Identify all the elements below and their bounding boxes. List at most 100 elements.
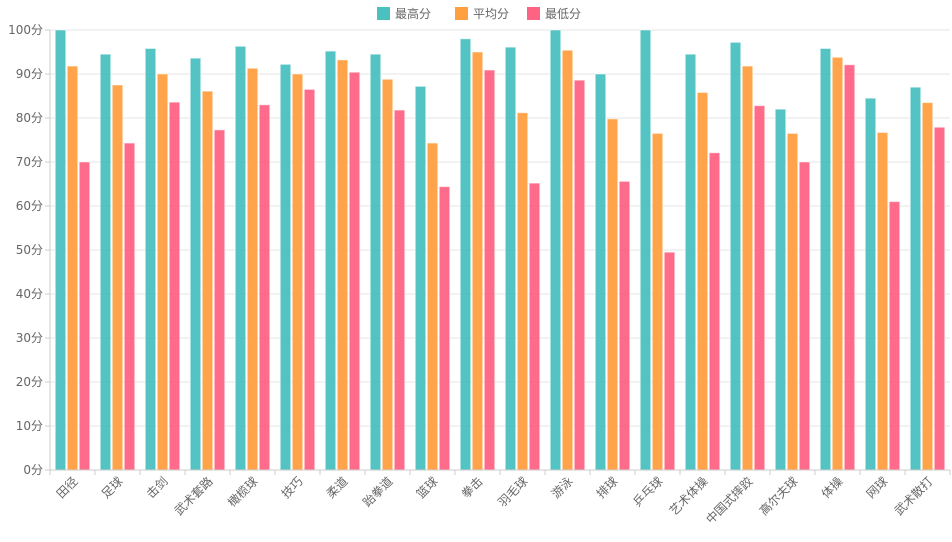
bar-2-10[interactable]: [528, 182, 541, 471]
x-tick-label-17: 体操: [818, 474, 846, 502]
bar-1-3[interactable]: [201, 90, 214, 471]
x-tick-label-0: 田径: [54, 474, 81, 501]
bar-0-15[interactable]: [729, 41, 742, 471]
grid: [50, 29, 950, 471]
legend-label-0[interactable]: 最高分: [395, 6, 431, 21]
bar-0-2[interactable]: [144, 47, 157, 471]
bar-2-17[interactable]: [843, 64, 856, 471]
y-tick-label-4: 40分: [16, 287, 43, 301]
y-tick-label-9: 90分: [16, 67, 43, 81]
bar-2-1[interactable]: [123, 142, 136, 471]
y-tick-label-0: 0分: [23, 463, 43, 477]
bar-2-13[interactable]: [663, 251, 676, 471]
bar-1-11[interactable]: [561, 49, 574, 471]
bar-2-3[interactable]: [213, 129, 226, 471]
bar-2-2[interactable]: [168, 101, 181, 471]
bars: [54, 29, 946, 471]
bar-2-8[interactable]: [438, 186, 451, 471]
bar-1-17[interactable]: [831, 56, 844, 471]
bar-0-13[interactable]: [639, 29, 652, 471]
x-tick-label-5: 技巧: [279, 474, 306, 501]
bar-2-6[interactable]: [348, 71, 361, 471]
bar-0-12[interactable]: [594, 73, 607, 471]
y-tick-label-10: 100分: [8, 23, 43, 37]
bar-2-9[interactable]: [483, 69, 496, 471]
y-axis: 0分 10分 20分 30分 40分 50分 60分 70分 80分 90分 100分: [8, 23, 51, 477]
x-tick-label-15: 中国式摔跤: [703, 474, 756, 527]
bar-0-16[interactable]: [774, 108, 787, 471]
bar-0-14[interactable]: [684, 53, 697, 471]
bar-1-1[interactable]: [111, 84, 124, 471]
x-tick-label-16: 高尔夫球: [756, 474, 801, 519]
bar-0-4[interactable]: [234, 45, 247, 471]
bar-1-0[interactable]: [66, 65, 79, 471]
legend-swatch-0[interactable]: [377, 7, 390, 20]
bar-0-10[interactable]: [504, 46, 517, 471]
bar-1-6[interactable]: [336, 59, 349, 471]
bar-0-3[interactable]: [189, 57, 202, 471]
bar-0-5[interactable]: [279, 63, 292, 471]
y-tick-label-7: 70分: [16, 155, 43, 169]
y-tick-label-2: 20分: [16, 375, 43, 389]
legend-swatch-2[interactable]: [527, 7, 540, 20]
x-tick-label-1: 足球: [99, 474, 126, 501]
y-tick-label-5: 50分: [16, 243, 43, 257]
bar-1-4[interactable]: [246, 67, 259, 471]
x-tick-label-4: 橄榄球: [225, 474, 261, 510]
y-tick-label-3: 30分: [16, 331, 43, 345]
bar-0-11[interactable]: [549, 29, 562, 471]
bar-0-18[interactable]: [864, 97, 877, 471]
bar-2-19[interactable]: [933, 126, 946, 471]
x-tick-label-3: 武术套路: [171, 474, 216, 519]
x-tick-label-19: 武术散打: [891, 474, 936, 519]
bar-2-12[interactable]: [618, 180, 631, 471]
legend: 最高分 平均分 最低分: [377, 6, 581, 21]
bar-2-14[interactable]: [708, 152, 721, 471]
bar-0-19[interactable]: [909, 86, 922, 471]
x-tick-label-14: 艺术体操: [666, 474, 711, 519]
bar-2-0[interactable]: [78, 161, 91, 471]
bar-1-14[interactable]: [696, 91, 709, 471]
bar-2-15[interactable]: [753, 105, 766, 471]
bar-1-19[interactable]: [921, 102, 934, 471]
bar-0-9[interactable]: [459, 38, 472, 471]
x-tick-label-10: 羽毛球: [495, 474, 530, 509]
bar-1-9[interactable]: [471, 51, 484, 471]
bar-2-4[interactable]: [258, 104, 271, 471]
bar-0-7[interactable]: [369, 53, 382, 471]
bar-2-18[interactable]: [888, 201, 901, 471]
x-tick-label-6: 柔道: [324, 474, 351, 501]
bar-1-15[interactable]: [741, 65, 754, 471]
bar-1-7[interactable]: [381, 78, 394, 471]
bar-1-18[interactable]: [876, 132, 889, 471]
bar-2-16[interactable]: [798, 161, 811, 471]
x-tick-label-8: 篮球: [413, 474, 441, 502]
bar-1-2[interactable]: [156, 73, 169, 471]
bar-1-13[interactable]: [651, 132, 664, 471]
bar-0-8[interactable]: [414, 85, 427, 471]
bar-1-8[interactable]: [426, 142, 439, 471]
legend-label-1[interactable]: 平均分: [473, 7, 509, 21]
x-tick-label-2: 击剑: [143, 474, 171, 502]
legend-swatch-1[interactable]: [455, 7, 468, 20]
x-tick-label-12: 排球: [594, 474, 621, 501]
bar-2-11[interactable]: [573, 79, 586, 471]
y-tick-label-8: 80分: [16, 111, 43, 125]
bar-1-16[interactable]: [786, 132, 799, 471]
bar-1-10[interactable]: [516, 112, 529, 471]
x-tick-label-18: 网球: [864, 474, 891, 501]
bar-0-0[interactable]: [54, 29, 67, 471]
x-tick-label-13: 乒乓球: [630, 474, 665, 509]
bar-0-17[interactable]: [819, 47, 832, 471]
bar-2-5[interactable]: [303, 88, 316, 471]
bar-1-12[interactable]: [606, 118, 619, 471]
x-tick-label-7: 跆拳道: [360, 474, 396, 510]
bar-0-1[interactable]: [99, 53, 112, 471]
legend-label-2[interactable]: 最低分: [545, 7, 581, 21]
x-tick-label-11: 游泳: [549, 474, 576, 501]
bar-1-5[interactable]: [291, 73, 304, 471]
bar-0-6[interactable]: [324, 50, 337, 471]
y-tick-label-1: 10分: [16, 419, 43, 433]
bar-2-7[interactable]: [393, 109, 406, 471]
